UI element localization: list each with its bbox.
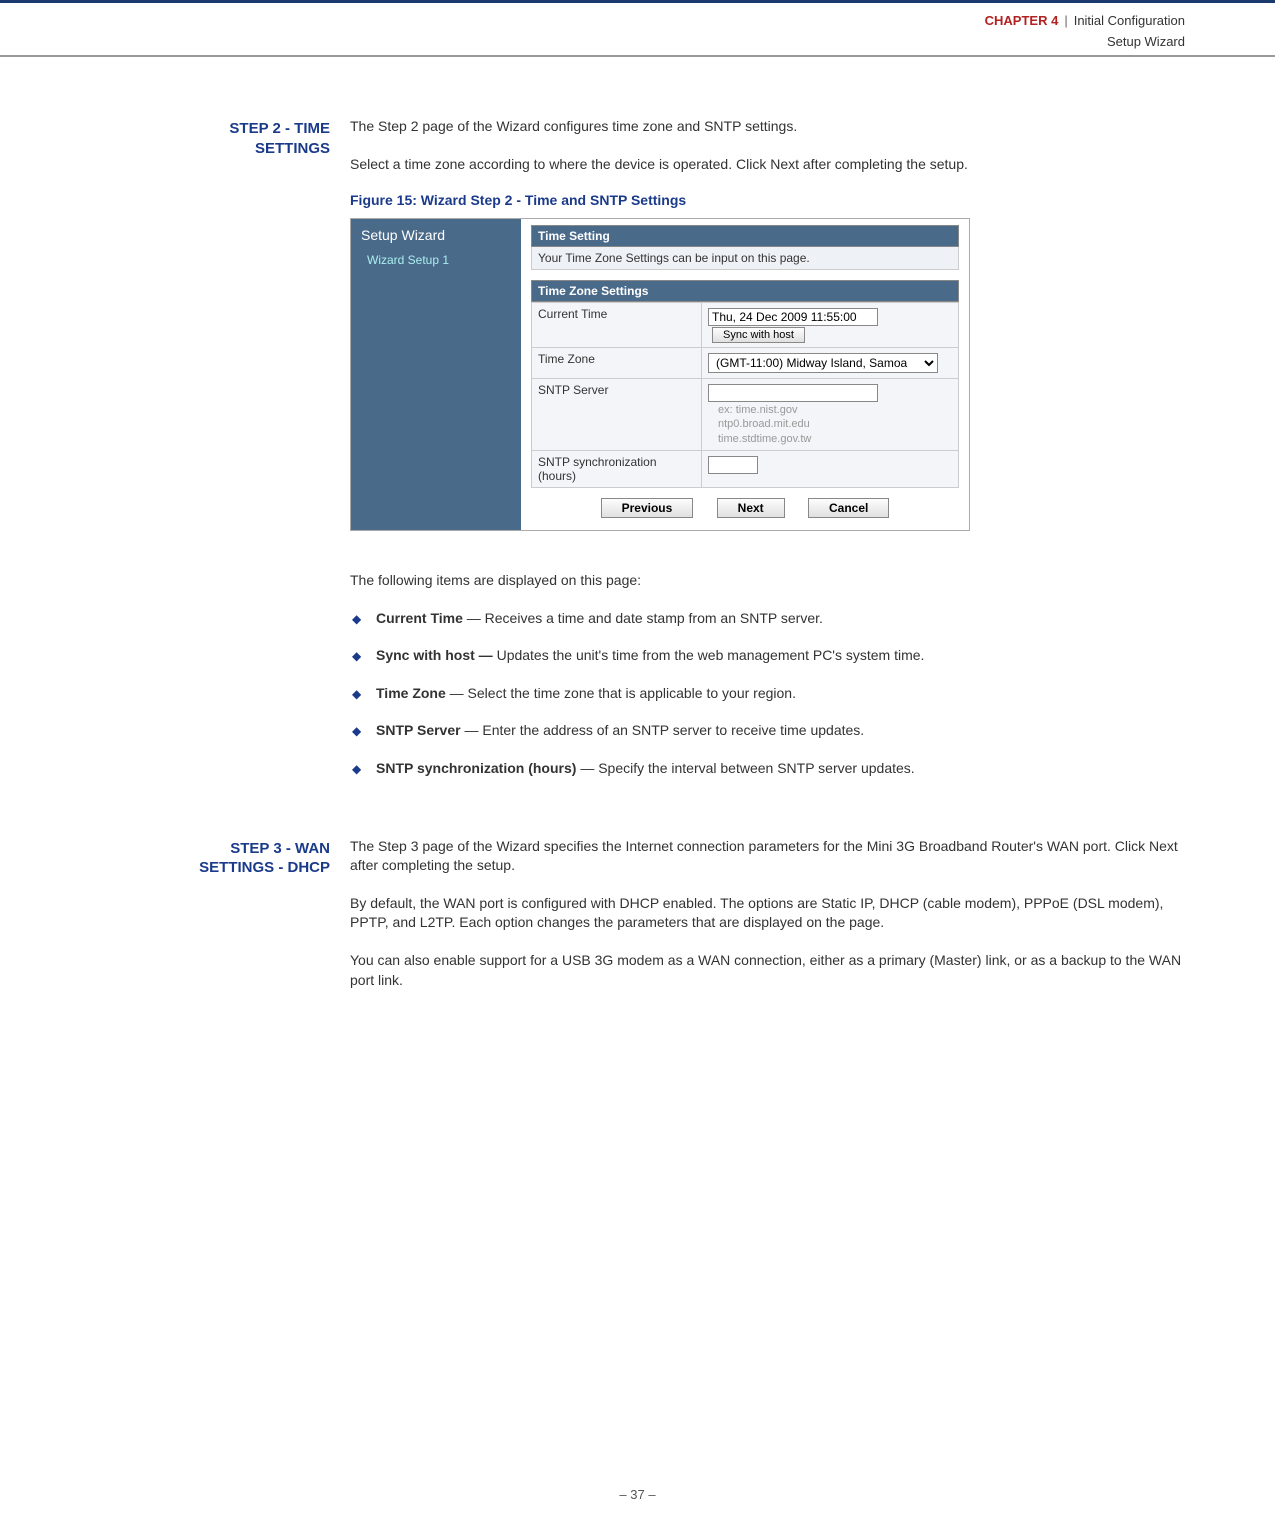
section-step3: STEP 3 - WAN SETTINGS - DHCP The Step 3 …: [140, 837, 1185, 1009]
screenshot-sidebar: Setup Wizard Wizard Setup 1: [351, 219, 521, 530]
bullet-sync-with-host: Sync with host — Updates the unit's time…: [350, 646, 1185, 666]
page-number: – 37 –: [0, 1487, 1275, 1502]
step3-para2: By default, the WAN port is configured w…: [350, 894, 1185, 933]
wizard-buttons: Previous Next Cancel: [531, 498, 959, 518]
timezone-table: Current Time Sync with host Time Zone (G…: [531, 302, 959, 488]
step2-bullets: Current Time — Receives a time and date …: [350, 609, 1185, 779]
sntp-hint2: ntp0.broad.mit.edu: [718, 418, 810, 430]
step2-label-line2: SETTINGS: [255, 140, 330, 157]
figure15-caption: Figure 15: Wizard Step 2 - Time and SNTP…: [350, 192, 1185, 208]
header-rule: [0, 55, 1275, 57]
step3-para1: The Step 3 page of the Wizard specifies …: [350, 837, 1185, 876]
items-intro: The following items are displayed on thi…: [350, 571, 1185, 591]
screenshot-main: Time Setting Your Time Zone Settings can…: [521, 219, 969, 530]
row-current-time: Current Time Sync with host: [532, 303, 959, 348]
sync-with-host-button[interactable]: Sync with host: [712, 327, 805, 343]
sidebar-title: Setup Wizard: [361, 227, 511, 243]
row-sync-hours: SNTP synchronization (hours): [532, 451, 959, 488]
bullet-time-zone: Time Zone — Select the time zone that is…: [350, 684, 1185, 704]
time-setting-sub: Your Time Zone Settings can be input on …: [531, 247, 959, 270]
bullet-sntp-sync: SNTP synchronization (hours) — Specify t…: [350, 759, 1185, 779]
sidebar-item-wizard1[interactable]: Wizard Setup 1: [361, 253, 511, 267]
step3-label-line1: STEP 3 - WAN: [230, 840, 330, 857]
sntp-hint3: time.stdtime.gov.tw: [718, 433, 811, 445]
step2-body: The Step 2 page of the Wizard configures…: [350, 117, 1185, 797]
label-timezone: Time Zone: [532, 348, 702, 379]
header-separator: |: [1064, 13, 1067, 28]
bullet-current-time: Current Time — Receives a time and date …: [350, 609, 1185, 629]
step3-para3: You can also enable support for a USB 3G…: [350, 951, 1185, 990]
wizard-screenshot: Setup Wizard Wizard Setup 1 Time Setting…: [350, 218, 970, 531]
label-sntp: SNTP Server: [532, 379, 702, 451]
step3-label-line2: SETTINGS - DHCP: [199, 859, 330, 876]
label-current-time: Current Time: [532, 303, 702, 348]
header-bar: CHAPTER 4 | Initial Configuration: [0, 7, 1275, 34]
timezone-settings-head: Time Zone Settings: [531, 280, 959, 302]
sntp-sync-hours-input[interactable]: [708, 456, 758, 474]
sntp-hint1: ex: time.nist.gov: [718, 404, 797, 416]
step2-label-line1: STEP 2 - TIME: [229, 120, 330, 137]
step2-para2: Select a time zone according to where th…: [350, 155, 1185, 175]
step2-intro: The Step 2 page of the Wizard configures…: [350, 117, 1185, 137]
label-sync-hours: SNTP synchronization (hours): [532, 451, 702, 488]
bullet-sntp-server: SNTP Server — Enter the address of an SN…: [350, 721, 1185, 741]
time-setting-head: Time Setting: [531, 225, 959, 247]
step2-label: STEP 2 - TIME SETTINGS: [140, 117, 350, 797]
sntp-hint: ex: time.nist.gov ntp0.broad.mit.edu tim…: [708, 403, 952, 446]
row-timezone: Time Zone (GMT-11:00) Midway Island, Sam…: [532, 348, 959, 379]
timezone-select[interactable]: (GMT-11:00) Midway Island, Samoa: [708, 353, 938, 373]
next-button[interactable]: Next: [717, 498, 785, 518]
chapter-label: CHAPTER 4: [985, 13, 1059, 28]
row-sntp: SNTP Server ex: time.nist.gov ntp0.broad…: [532, 379, 959, 451]
header-subtitle: Setup Wizard: [0, 34, 1275, 53]
top-rule: [0, 0, 1275, 3]
chapter-title: Initial Configuration: [1074, 13, 1185, 28]
cancel-button[interactable]: Cancel: [808, 498, 889, 518]
current-time-input[interactable]: [708, 308, 878, 326]
section-step2: STEP 2 - TIME SETTINGS The Step 2 page o…: [140, 117, 1185, 797]
previous-button[interactable]: Previous: [601, 498, 694, 518]
sntp-server-input[interactable]: [708, 384, 878, 402]
page-content: STEP 2 - TIME SETTINGS The Step 2 page o…: [0, 117, 1275, 1008]
step3-label: STEP 3 - WAN SETTINGS - DHCP: [140, 837, 350, 1009]
step3-body: The Step 3 page of the Wizard specifies …: [350, 837, 1185, 1009]
